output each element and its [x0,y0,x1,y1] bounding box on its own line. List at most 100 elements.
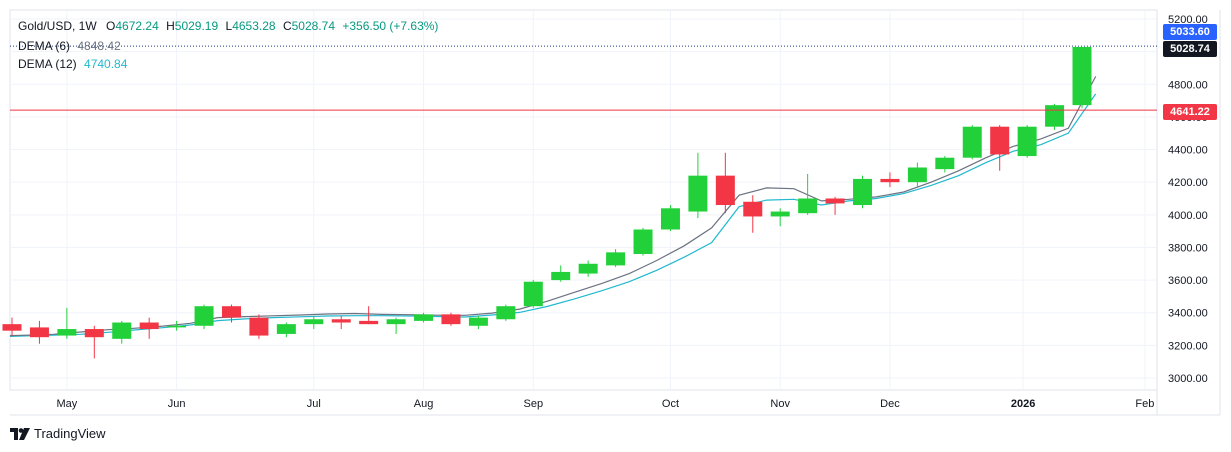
candle-body [496,306,516,320]
candle [853,175,873,209]
candle [414,312,434,323]
candle-body [304,319,324,325]
candle-body [2,324,22,331]
candle-body [414,314,434,321]
candle-body [221,306,241,318]
dema6-label: DEMA (6) [18,39,71,53]
candle [523,280,543,308]
y-tick-label: 3800.00 [1168,242,1208,254]
x-tick-label: 2026 [1011,398,1035,410]
candle-body [825,198,845,204]
symbol-label[interactable]: Gold/USD, 1W [18,19,97,33]
candle [688,152,708,219]
candle [990,125,1010,171]
candle [798,174,818,215]
candle [496,304,516,321]
candle [304,315,324,330]
candle-body [359,320,379,325]
close-label: C [282,19,292,33]
candle-body [112,322,132,339]
candle-body [29,327,49,338]
candle-body [441,314,461,325]
candle [962,125,982,160]
x-tick-label: Jun [168,398,186,410]
candle-body [276,324,296,334]
candle [276,322,296,338]
candle-body [688,175,708,212]
open-value: 4672.24 [115,19,159,33]
candle [907,162,927,188]
dema-6-path [9,76,1097,337]
dema12-value: 4740.84 [84,57,128,71]
price-tag-close: 5028.74 [1163,41,1217,57]
candle-body [743,201,763,217]
candle [1072,46,1092,109]
candle [386,317,406,334]
x-tick-label: Dec [880,398,900,410]
y-tick-label: 3600.00 [1168,275,1208,287]
candle [743,195,763,233]
y-tick-label: 3200.00 [1168,340,1208,352]
candle [551,265,571,282]
candle-body [715,175,735,206]
candle [935,156,955,173]
y-tick-label: 5200.00 [1168,14,1208,26]
candle [139,317,159,339]
candle-body [770,211,790,217]
candle [84,325,104,359]
candle-body [962,126,982,158]
y-tick-label: 4000.00 [1168,210,1208,222]
candle [2,317,22,336]
x-tick-label: Nov [770,398,790,410]
candle-body [798,198,818,214]
candle [194,304,214,330]
candle [578,260,598,277]
candle [660,205,680,232]
candle-body [1072,46,1092,106]
candle-body [331,319,351,323]
candle [167,320,187,331]
y-tick-label: 4200.00 [1168,177,1208,189]
candle-body [1017,126,1037,157]
candle-body [907,167,927,183]
x-tick-label: Oct [662,398,679,410]
high-label: H [166,19,175,33]
candle-body [139,322,159,330]
candle [441,312,461,326]
candle [633,227,653,256]
change-value: +356.50 (+7.63%) [342,19,439,33]
candle-body [1045,105,1065,127]
y-tick-label: 4800.00 [1168,79,1208,91]
candle [1017,125,1037,158]
y-tick-label: 4400.00 [1168,145,1208,157]
candle [57,307,77,339]
low-label: L [225,19,233,33]
dema6-row[interactable]: DEMA (6) 4848.42 [18,36,438,56]
candle [221,304,241,323]
tradingview-icon [10,427,30,440]
candle [331,315,351,330]
price-tag-red-line: 4641.22 [1163,104,1217,120]
candle [715,152,735,214]
x-tick-label: May [56,398,77,410]
candle [770,208,790,227]
candle-body [194,306,214,326]
tradingview-logo[interactable]: TradingView [10,426,106,441]
candle [468,315,488,330]
candle-body [386,319,406,325]
candle-body [167,325,187,328]
candles [2,46,1092,359]
candle [825,196,845,215]
candle-body [578,263,598,274]
high-value: 5029.19 [174,19,219,33]
candle [880,172,900,188]
candle-body [633,229,653,254]
x-tick-label: Jul [307,398,321,410]
candle-body [935,157,955,170]
dema12-label: DEMA (12) [18,57,77,71]
candle-body [880,178,900,183]
dema12-row[interactable]: DEMA (12) 4740.84 [18,54,438,74]
dema6-value: 4848.42 [77,39,121,53]
candle [112,320,132,344]
